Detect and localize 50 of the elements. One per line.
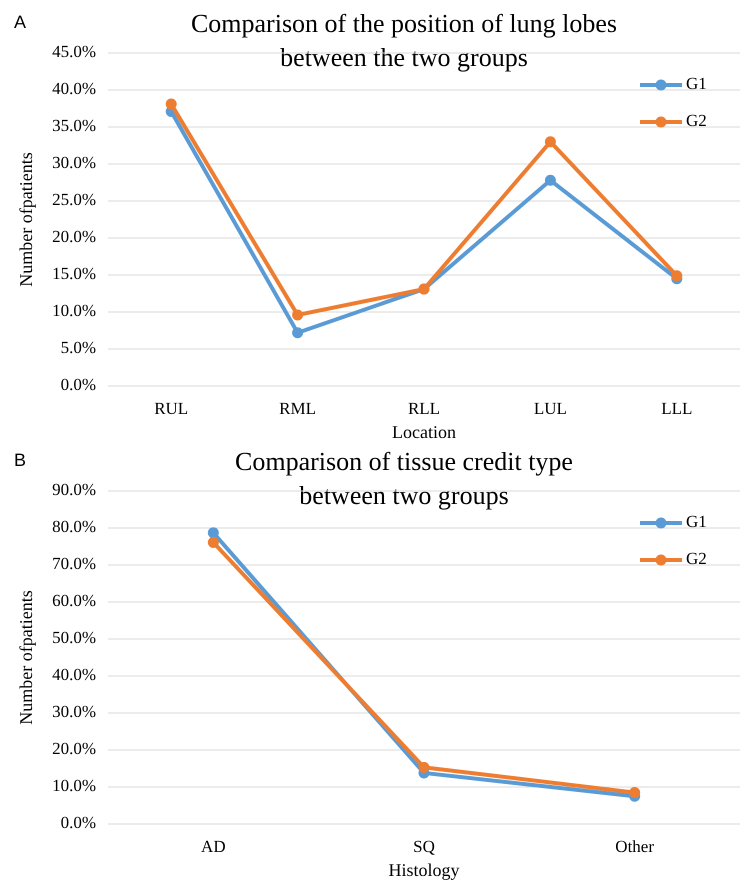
x-tick-label: AD (201, 837, 226, 856)
legend-label: G2 (686, 548, 707, 568)
x-tick-label: LLL (661, 399, 692, 418)
point (166, 98, 177, 110)
point (292, 309, 304, 320)
text: A (14, 12, 26, 32)
y-tick-label: 45.0% (52, 42, 96, 61)
y-tick-label: 0.0% (60, 812, 96, 832)
y-tick-label: 10.0% (52, 776, 96, 795)
point (629, 787, 640, 798)
x-tick-label: RUL (154, 399, 188, 418)
x-axis-title: Histology (388, 860, 460, 880)
point (544, 136, 556, 148)
y-tick-label: 15.0% (52, 264, 96, 283)
point (208, 527, 219, 538)
point (292, 327, 304, 338)
y-tick-label: 20.0% (52, 226, 96, 246)
chart-title: Comparison of tissue credit type between two groups (235, 446, 573, 510)
y-tick-label: 35.0% (52, 116, 96, 135)
y-tick-label: 25.0% (52, 190, 96, 209)
text: B (14, 450, 26, 470)
x-tick-label: RML (279, 399, 316, 418)
legend-label: G1 (686, 512, 707, 531)
y-tick-label: 60.0% (52, 590, 96, 610)
x-axis-title: Location (392, 422, 456, 442)
y-tick-label: 5.0% (60, 338, 96, 357)
y-axis-title: Number ofpatients (16, 590, 36, 725)
x-tick-label: Other (615, 837, 654, 856)
y-tick-label: 70.0% (52, 554, 96, 573)
x-tick-label: RLL (408, 399, 440, 418)
x-tick-label: SQ (413, 837, 435, 856)
chart-title: Comparison of the position of lung lobes between the two groups (190, 8, 618, 72)
y-tick-label: 40.0% (52, 78, 96, 98)
y-tick-label: 40.0% (52, 664, 96, 684)
y-tick-label: 30.0% (52, 152, 96, 172)
y-tick-label: 30.0% (52, 702, 96, 721)
legend-label: G2 (686, 110, 707, 130)
y-axis-title: Number ofpatients (16, 152, 36, 287)
y-tick-label: 10.0% (52, 300, 96, 320)
y-tick-label: 80.0% (52, 516, 96, 536)
x-tick-label: LUL (534, 399, 567, 418)
point (208, 536, 219, 548)
y-tick-label: 0.0% (60, 374, 96, 394)
y-tick-label: 90.0% (52, 480, 96, 499)
point (544, 174, 556, 186)
y-tick-label: 50.0% (52, 628, 96, 647)
legend-label: G1 (686, 74, 707, 93)
y-tick-label: 20.0% (52, 738, 96, 758)
point (671, 270, 682, 282)
point (418, 762, 430, 773)
